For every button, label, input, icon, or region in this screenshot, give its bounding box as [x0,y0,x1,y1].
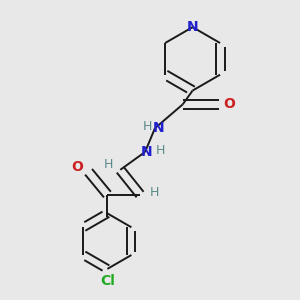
Text: H: H [142,120,152,133]
Text: H: H [156,143,166,157]
Text: N: N [153,121,165,135]
Text: O: O [72,160,84,174]
Text: N: N [187,20,198,34]
Text: N: N [141,145,153,159]
Text: H: H [104,158,113,171]
Text: O: O [223,98,235,111]
Text: H: H [149,186,159,199]
Text: Cl: Cl [100,274,115,288]
